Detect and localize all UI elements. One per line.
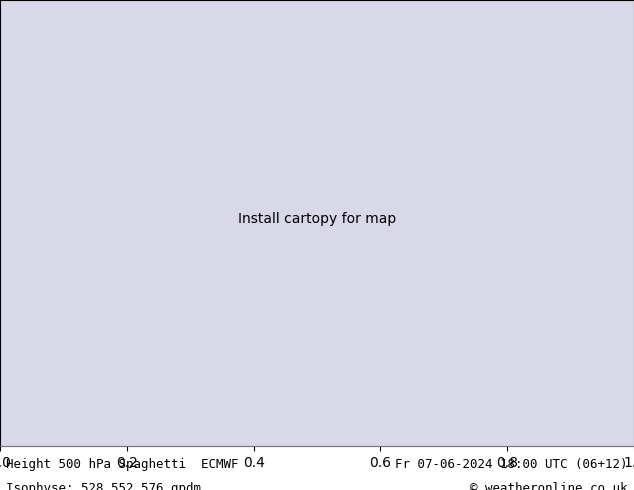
Text: © weatheronline.co.uk: © weatheronline.co.uk [470, 482, 628, 490]
Text: Isophyse: 528 552 576 gpdm: Isophyse: 528 552 576 gpdm [6, 482, 202, 490]
Text: Install cartopy for map: Install cartopy for map [238, 212, 396, 226]
Text: Height 500 hPa Spaghetti  ECMWF: Height 500 hPa Spaghetti ECMWF [6, 458, 239, 471]
Text: Fr 07-06-2024 18:00 UTC (06+12): Fr 07-06-2024 18:00 UTC (06+12) [395, 458, 628, 471]
